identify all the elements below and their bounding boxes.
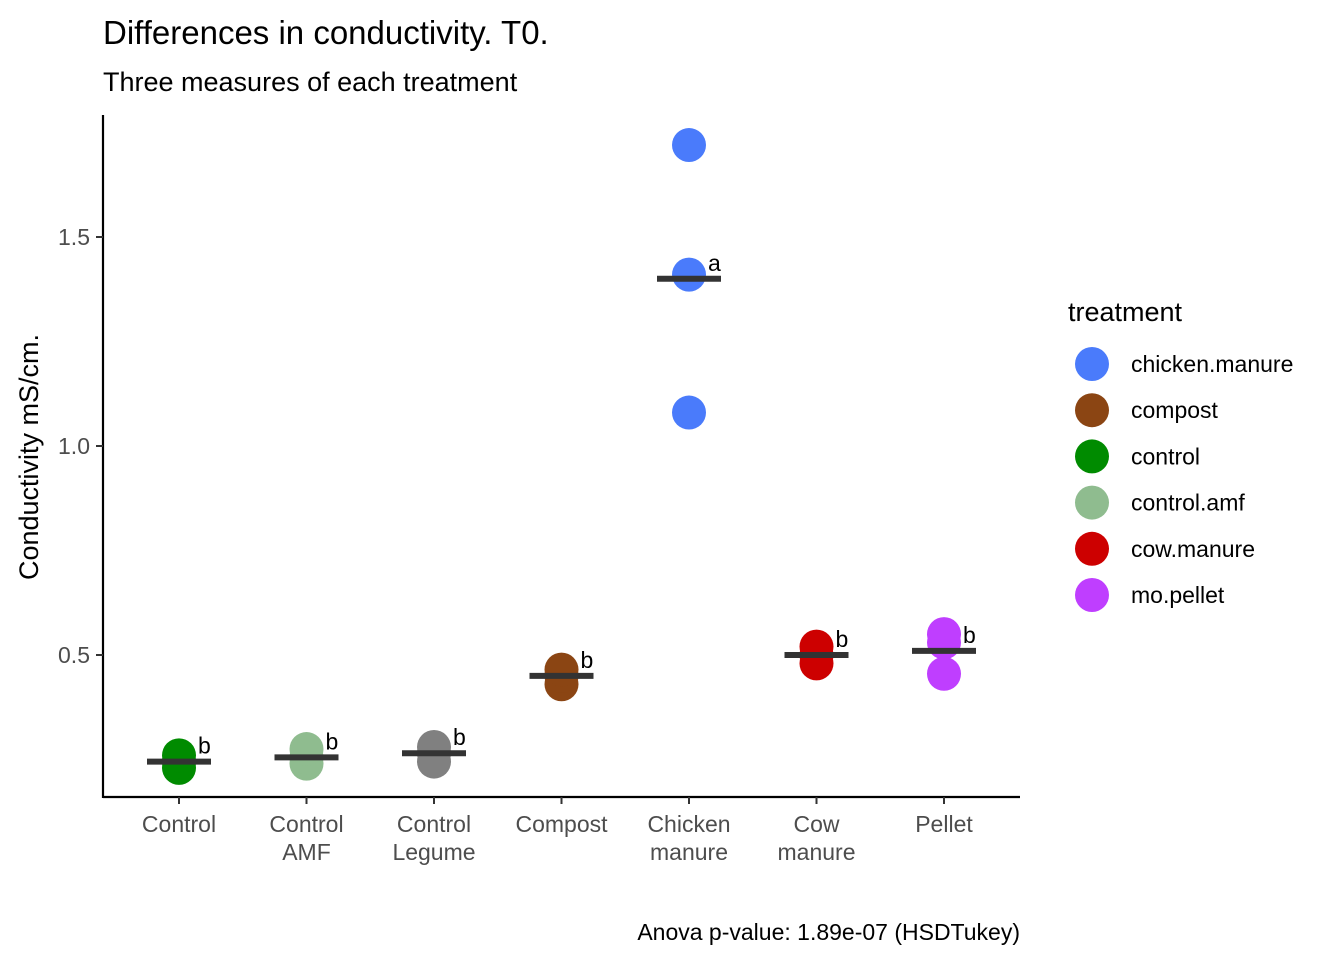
y-tick-label: 0.5 <box>58 642 90 668</box>
legend-label: cow.manure <box>1131 536 1255 562</box>
data-point <box>927 656 961 691</box>
significance-letter: b <box>198 733 211 759</box>
y-ticks: 0.5 1.0 1.5 <box>58 224 103 668</box>
y-axis-label: Conductivity mS/cm. <box>14 334 44 580</box>
chart-caption: Anova p-value: 1.89e-07 (HSDTukey) <box>637 919 1020 945</box>
legend-swatch <box>1075 439 1109 474</box>
legend-swatch <box>1075 347 1109 381</box>
x-tick-label: Chicken <box>647 811 730 837</box>
x-tick-label: manure <box>650 839 728 865</box>
significance-letter: b <box>453 724 466 750</box>
data-point <box>672 128 706 163</box>
significance-letter: b <box>836 626 849 652</box>
data-point <box>162 738 196 773</box>
significance-letter: b <box>326 728 339 754</box>
legend-swatch <box>1075 485 1109 520</box>
legend-label: compost <box>1131 397 1219 423</box>
data-point <box>672 395 706 430</box>
significance-letter: b <box>963 622 976 648</box>
y-tick-label: 1.5 <box>58 224 90 250</box>
legend-label: control.amf <box>1131 490 1245 516</box>
x-tick-label: Control <box>269 811 343 837</box>
legend-swatch <box>1075 531 1109 566</box>
legend: treatment chicken.manure compost control co… <box>1068 297 1293 612</box>
x-tick-label: Control <box>397 811 471 837</box>
legend-swatch <box>1075 393 1109 428</box>
x-tick-label: Pellet <box>915 811 973 837</box>
data-point <box>417 729 451 764</box>
legend-label: mo.pellet <box>1131 582 1225 608</box>
x-tick-label: Legume <box>392 839 475 865</box>
chart-title: Differences in conductivity. T0. <box>103 14 549 51</box>
legend-swatch <box>1075 578 1109 612</box>
chart-subtitle: Three measures of each treatment <box>103 67 518 97</box>
x-tick-label: AMF <box>282 839 331 865</box>
x-tick-label: Cow <box>793 811 839 837</box>
data-point <box>289 732 324 767</box>
significance-letter: a <box>708 250 721 276</box>
significance-letters: b b b b a b b <box>198 250 976 759</box>
data-point <box>799 629 834 664</box>
data-point <box>927 617 961 652</box>
data-points <box>162 128 961 785</box>
x-tick-label: Control <box>142 811 216 837</box>
mean-bars <box>147 275 976 765</box>
y-tick-label: 1.0 <box>58 433 90 459</box>
significance-letter: b <box>581 647 594 673</box>
data-point <box>672 257 706 292</box>
legend-label: control <box>1131 443 1200 469</box>
data-point <box>544 652 579 687</box>
legend-title: treatment <box>1068 297 1183 327</box>
legend-label: chicken.manure <box>1131 351 1293 377</box>
x-tick-label: manure <box>778 839 856 865</box>
x-tick-label: Compost <box>515 811 608 837</box>
